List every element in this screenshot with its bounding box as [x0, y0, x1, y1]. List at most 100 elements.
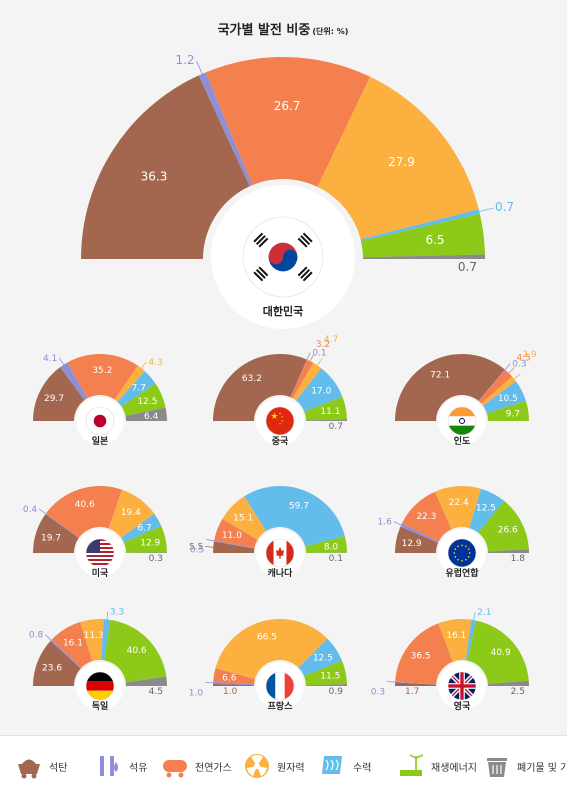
value-label-waste: 0.7	[458, 260, 477, 274]
value-label-coal: 1.7	[405, 687, 419, 697]
value-label-gas: 6.6	[222, 674, 237, 684]
value-label-coal: 12.9	[402, 539, 422, 549]
country-name: 프랑스	[268, 700, 294, 712]
value-label-waste: 0.1	[329, 554, 343, 564]
country-chart-germany: 23.616.111.340.60.83.34.5독일	[29, 607, 167, 712]
gas-tank-icon	[158, 752, 192, 780]
value-label-renewable: 9.7	[506, 409, 520, 419]
value-label-coal: 29.7	[44, 394, 64, 404]
value-label-coal: 19.7	[41, 533, 61, 543]
value-label-nuclear: 66.5	[257, 632, 277, 642]
country-name: 인도	[454, 436, 471, 447]
value-label-nuclear: 15.1	[233, 513, 253, 523]
value-label-nuclear: 19.4	[121, 508, 141, 518]
value-label-waste: 1.8	[511, 554, 526, 564]
chart-svg: 국가별 발전 비중(단위: %)36.326.727.96.51.20.70.7…	[0, 0, 567, 735]
legend-item-coal: 석탄	[12, 752, 67, 780]
value-label-renewable: 6.5	[425, 233, 444, 247]
legend-label: 석탄	[49, 759, 67, 774]
waste-bin-icon	[480, 752, 514, 780]
oil-drop-icon	[92, 752, 126, 780]
value-label-renewable: 12.9	[140, 538, 160, 548]
value-label-oil: 1.6	[377, 518, 392, 528]
flag-japan-icon	[86, 407, 114, 435]
flag-usa-icon	[86, 539, 114, 567]
value-label-gas: 35.2	[92, 366, 112, 376]
flag-canada-icon	[266, 539, 294, 567]
value-label-waste: 0.3	[149, 554, 163, 564]
value-label-oil: 0.3	[371, 688, 385, 698]
value-label-hydro: 0.7	[495, 200, 514, 214]
flag-eu-icon	[448, 539, 476, 567]
value-label-nuclear: 4.3	[148, 358, 162, 368]
value-label-renewable: 8.0	[324, 543, 339, 553]
value-label-oil: 0.5	[190, 546, 204, 556]
value-label-waste: 2.5	[511, 687, 525, 697]
country-name: 중국	[272, 436, 289, 447]
country-name: 대한민국	[263, 304, 303, 318]
wind-turbine-icon	[394, 752, 428, 780]
value-label-waste: 6.4	[144, 412, 159, 422]
legend-item-waste: 폐기물 및 기타	[480, 752, 567, 780]
value-label-gas: 36.5	[411, 652, 431, 662]
value-label-renewable: 11.5	[320, 671, 340, 681]
value-label-gas: 16.1	[63, 638, 83, 648]
legend-label: 천연가스	[195, 759, 232, 774]
value-label-hydro: 59.7	[289, 501, 309, 511]
value-label-renewable: 12.5	[137, 397, 157, 407]
country-chart-china: 63.217.011.10.13.24.70.7중국	[213, 335, 347, 447]
value-label-renewable: 11.1	[320, 407, 340, 417]
country-chart-india: 72.110.59.70.34.52.9인도	[395, 350, 537, 447]
value-label-nuclear: 2.9	[522, 350, 537, 360]
flag-france-icon	[266, 672, 294, 700]
legend-item-renewable: 재생에너지	[394, 752, 477, 780]
value-label-oil: 1.0	[189, 688, 204, 698]
flag-korea-icon	[243, 217, 323, 297]
value-label-hydro: 12.5	[476, 504, 496, 514]
chart-title: 국가별 발전 비중(단위: %)	[218, 22, 349, 38]
legend-item-oil: 석유	[92, 752, 147, 780]
value-label-gas: 26.7	[274, 99, 301, 113]
legend-label: 석유	[129, 759, 147, 774]
legend-label: 수력	[353, 759, 371, 774]
legend-label: 원자력	[277, 759, 305, 774]
value-label-hydro: 12.5	[313, 654, 333, 664]
legend-item-hydro: 수력	[316, 752, 371, 780]
value-label-renewable: 40.6	[127, 646, 147, 656]
value-label-waste: 0.7	[329, 422, 343, 432]
radiation-icon	[240, 752, 274, 780]
country-name: 독일	[92, 700, 109, 712]
coal-cart-icon	[12, 752, 46, 780]
legend-item-nuclear: 원자력	[240, 752, 305, 780]
country-chart-usa: 19.740.619.46.712.90.40.3미국	[23, 486, 167, 579]
flag-germany-icon	[86, 672, 114, 700]
value-label-nuclear: 11.3	[84, 631, 104, 641]
value-label-waste: 4.5	[149, 687, 163, 697]
value-label-oil: 4.1	[43, 354, 57, 364]
flag-india-icon	[448, 407, 476, 435]
value-label-gas: 22.3	[416, 512, 436, 522]
country-name: 미국	[92, 567, 109, 579]
country-name: 영국	[454, 700, 471, 712]
value-label-gas: 40.6	[75, 500, 95, 510]
value-label-coal: 72.1	[430, 371, 450, 381]
flag-china-icon	[266, 407, 294, 435]
value-label-renewable: 26.6	[498, 526, 518, 536]
value-label-hydro: 17.0	[311, 387, 331, 397]
value-label-nuclear: 27.9	[388, 155, 415, 169]
value-label-gas: 11.0	[222, 531, 242, 541]
value-label-waste: 0.9	[329, 687, 344, 697]
legend-label: 재생에너지	[431, 759, 477, 774]
flag-uk-icon	[448, 672, 476, 700]
country-name: 일본	[92, 435, 109, 447]
value-label-oil: 0.4	[23, 505, 38, 515]
legend-item-gas: 천연가스	[158, 752, 232, 780]
value-label-hydro: 2.1	[477, 608, 491, 618]
value-label-hydro: 3.3	[110, 607, 124, 617]
